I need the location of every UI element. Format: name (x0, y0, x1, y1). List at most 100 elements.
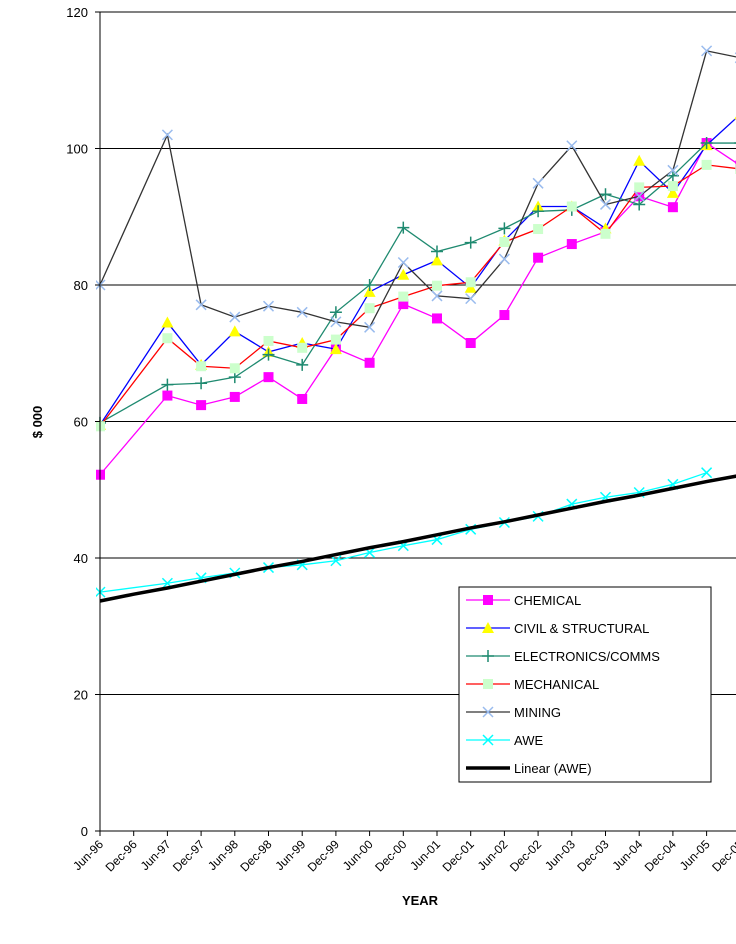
marker (196, 400, 207, 411)
marker (161, 378, 174, 391)
series-line (99, 474, 736, 603)
marker (262, 348, 275, 361)
marker (666, 169, 679, 182)
marker (599, 188, 612, 201)
marker (432, 313, 442, 324)
x-tick-label: Jun-01 (407, 837, 443, 873)
marker (398, 299, 409, 310)
marker (666, 186, 679, 198)
marker (633, 198, 646, 211)
marker (330, 555, 342, 567)
marker (296, 306, 308, 318)
x-tick-label: Jun-02 (475, 837, 511, 873)
marker (229, 363, 240, 374)
x-tick-label: Jun-99 (272, 837, 308, 873)
marker (701, 159, 712, 170)
grid (100, 11, 736, 832)
x-tick-label: Jun-96 (70, 837, 106, 873)
marker (330, 316, 342, 328)
marker (465, 293, 477, 305)
legend-label: CIVIL & STRUCTURAL (514, 621, 649, 636)
marker (162, 390, 173, 401)
marker (700, 137, 713, 150)
marker (532, 177, 544, 189)
series-line (99, 472, 707, 593)
marker (701, 45, 713, 57)
x-tick-label: Dec-97 (170, 837, 207, 874)
marker (431, 245, 443, 258)
marker (330, 334, 341, 345)
marker (229, 311, 241, 323)
marker (196, 361, 207, 372)
y-tick-label: 60 (74, 415, 88, 430)
legend-label: MECHANICAL (514, 677, 599, 692)
marker (633, 154, 646, 166)
y-tick-label: 100 (66, 142, 88, 157)
x-tick-label: Jun-98 (205, 837, 241, 873)
marker (483, 679, 493, 689)
marker (499, 310, 510, 321)
marker (667, 202, 678, 213)
marker (600, 228, 611, 239)
marker (297, 393, 308, 404)
marker (498, 222, 511, 235)
marker (633, 190, 645, 202)
marker (482, 734, 494, 746)
legend-label: Linear (AWE) (514, 761, 592, 776)
x-tick-label: Dec-99 (305, 837, 342, 874)
x-tick-label: Dec-96 (103, 837, 140, 874)
marker (533, 252, 544, 263)
marker (398, 291, 409, 302)
marker (397, 268, 410, 280)
marker (483, 595, 493, 605)
marker (599, 198, 612, 210)
x-tick-label: Jun-97 (138, 837, 174, 873)
marker (263, 335, 274, 346)
x-tick-label: Dec-98 (237, 837, 274, 874)
marker (532, 205, 545, 218)
marker (482, 622, 494, 633)
x-tick-label: Jun-00 (340, 837, 376, 873)
marker (296, 358, 309, 371)
legend-label: MINING (514, 705, 561, 720)
legend-label: AWE (514, 733, 543, 748)
x-tick-label: Dec-03 (574, 837, 611, 874)
marker (566, 140, 578, 152)
marker (161, 316, 174, 328)
marker (634, 182, 645, 193)
y-tick-label: 120 (66, 5, 88, 20)
marker (667, 164, 679, 176)
y-axis-label: $ 000 (30, 406, 45, 439)
y-tick-label: 20 (74, 688, 88, 703)
y-tick-label: 0 (81, 824, 88, 839)
marker (329, 306, 342, 319)
x-axis-label: YEAR (402, 893, 439, 908)
x-tick-label: Dec-00 (372, 837, 409, 874)
marker (464, 236, 477, 249)
y-tick-label: 40 (74, 551, 88, 566)
marker (482, 650, 494, 662)
marker (162, 333, 173, 344)
marker (161, 129, 173, 141)
legend: CHEMICAL CIVIL & STRUCTURAL ELECTRONICS/CO… (458, 586, 712, 783)
marker (465, 338, 476, 349)
marker (195, 377, 208, 390)
marker (228, 325, 241, 337)
marker (363, 285, 376, 297)
x-tick-label: Dec-05 (709, 837, 736, 874)
x-tick-label: Dec-04 (642, 837, 679, 874)
marker (397, 221, 410, 234)
legend-label: CHEMICAL (514, 593, 581, 608)
marker (364, 303, 375, 314)
marker (363, 279, 376, 291)
marker (701, 467, 713, 479)
marker (364, 321, 376, 333)
marker (329, 343, 342, 355)
marker (297, 342, 308, 353)
y-tick-label: 80 (74, 278, 88, 293)
marker (499, 237, 510, 248)
legend-label: ELECTRONICS/COMMS (514, 649, 660, 664)
x-tick-label: Dec-01 (440, 837, 477, 874)
marker (533, 224, 544, 235)
marker (566, 239, 577, 250)
